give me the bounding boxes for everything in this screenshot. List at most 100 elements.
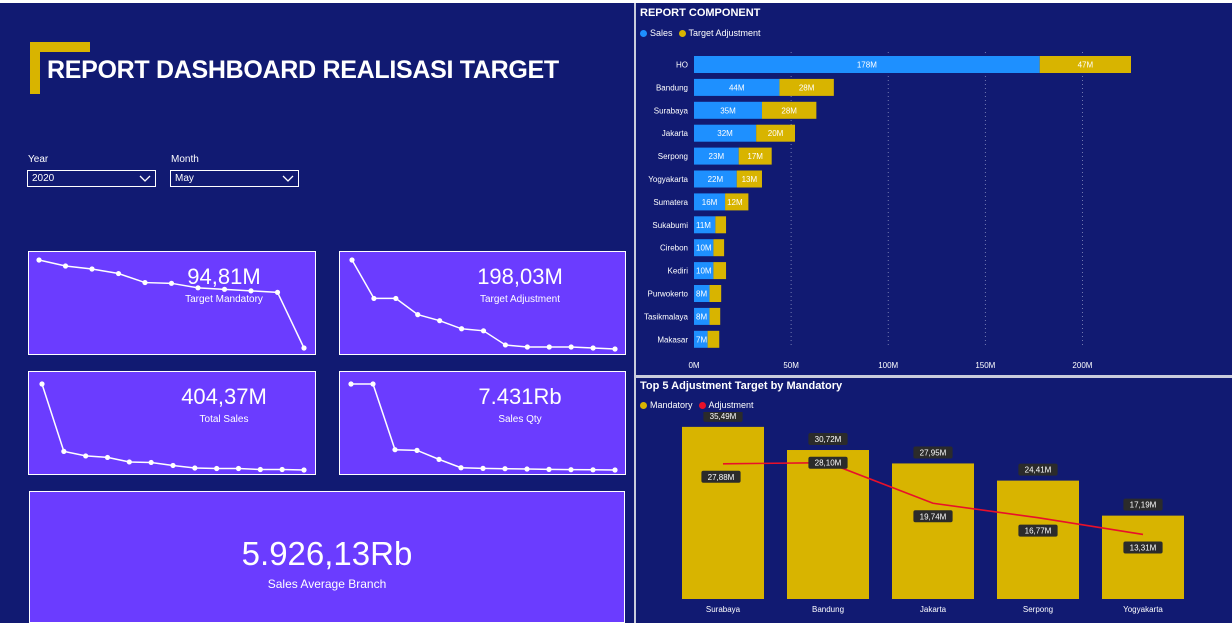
card-target-mandatory[interactable]: 94,81M Target Mandatory [28,251,316,355]
x-tick-label: 100M [878,361,898,370]
target-adjustment-bar [713,262,727,280]
legend-item-adjustment[interactable]: Adjustment [698,400,754,410]
x-tick-label: 50M [783,361,799,370]
sparkline-point [502,466,508,472]
sales-bar [694,216,716,234]
sparkline-point [349,257,355,263]
sparkline-point [195,285,201,291]
bar-data-label: 20M [768,129,784,138]
sparkline-point [546,344,552,350]
mandatory-data-label: 17,19M [1130,501,1157,510]
sales-bar [694,147,739,165]
sales-average-branch-value: 5.926,13Rb [241,535,413,572]
target-adjustment-bar [725,193,749,211]
mandatory-data-label: 30,72M [815,435,842,444]
adjustment-data-label-bg [913,510,953,523]
target-mandatory-sparkline [36,257,307,351]
sparkline-point [248,288,254,294]
target-adjustment-bar [736,170,762,188]
sparkline-point [546,466,552,472]
sparkline-point [480,465,486,471]
sparkline-point [192,465,198,471]
adjustment-data-label: 16,77M [1025,527,1052,536]
legend-item-target-adjustment[interactable]: Target Adjustment [678,28,761,38]
bar-data-label: 28M [799,83,815,92]
legend-dot-target-adjustment [678,29,686,37]
adjustment-data-label: 27,88M [708,473,735,482]
legend-label-sales: Sales [650,28,673,38]
category-label: Bandung [656,83,688,92]
adjustment-data-label: 28,10M [815,459,842,468]
chevron-down-icon [139,175,151,182]
sparkline-point [61,448,67,454]
x-tick-label: 0M [688,361,699,370]
bar-data-label: 12M [727,198,743,207]
sparkline-point [348,381,354,387]
target-adjustment-label: Target Adjustment [479,294,561,305]
year-filter-dropdown[interactable]: 2020 [27,170,156,187]
report-component-bar-chart: 0M 50M 100M 150M 200M HO 178M 47M Bandung 44M 28M S… [644,52,1131,370]
bar-data-label: 7M [696,335,707,344]
legend-label-mandatory: Mandatory [650,400,693,410]
category-label: Cirebon [660,244,688,253]
sparkline-point [370,381,376,387]
mandatory-bar [787,450,869,599]
sparkline-point [371,295,377,302]
sales-bar [694,101,762,119]
sales-bar [694,285,710,302]
target-mandatory-label: Target Mandatory [185,294,263,305]
legend-item-sales[interactable]: Sales [640,28,673,38]
sparkline-point [126,459,132,465]
sparkline-point [148,459,154,466]
sparkline-point [274,289,281,295]
sales-bar [694,124,757,142]
category-label: Surabaya [654,106,689,115]
top5-chart-legend: Mandatory Adjustment [640,400,760,410]
bar-data-label: 35M [720,106,736,115]
report-component-legend: Sales Target Adjustment [640,28,767,38]
target-adjustment-bar [779,78,834,96]
category-label: HO [676,61,688,70]
card-sales-qty[interactable]: 7.431Rb Sales Qty [339,371,626,475]
sales-average-branch-label: Sales Average Branch [267,577,387,591]
sales-bar [694,56,1040,73]
sparkline-point [89,266,95,272]
adjustment-data-label-bg [808,456,848,469]
total-sales-label: Total Sales [199,414,249,425]
legend-item-mandatory[interactable]: Mandatory [640,400,693,410]
month-filter-value: May [175,173,194,184]
dashboard-title: REPORT DASHBOARD REALISASI TARGET [47,56,559,84]
sales-bar [694,239,714,257]
category-label: Kediri [668,267,689,276]
sales-bar [694,78,780,96]
category-label: Makasar [657,335,688,344]
sparkline-point [170,462,176,469]
category-label: Tasikmalaya [644,312,689,321]
card-target-adjustment[interactable]: 198,03M Target Adjustment [339,251,626,355]
sales-bar [694,307,710,325]
legend-dot-mandatory [640,401,647,409]
sparkline-point [301,345,307,351]
bar-data-label: 178M [857,61,877,70]
adjustment-line [722,461,1144,536]
category-label: Jakarta [920,605,947,614]
target-adjustment-bar [738,147,772,165]
card-total-sales[interactable]: 404,37M Total Sales [28,371,316,475]
mandatory-data-label: 35,49M [710,412,737,421]
category-label: Sumatera [653,198,688,207]
card-sales-average-branch[interactable]: 5.926,13Rb Sales Average Branch [29,491,625,623]
sparkline-point [221,286,228,292]
legend-dot-adjustment [698,401,706,409]
target-adjustment-bar [761,101,817,119]
sparkline-point [36,257,42,263]
month-filter-dropdown[interactable]: May [170,170,299,187]
top5-chart-title: Top 5 Adjustment Target by Mandatory [640,380,843,392]
sales-qty-sparkline [348,381,618,473]
sparkline-point [568,467,574,473]
bar-data-label: 17M [747,152,763,161]
mandatory-data-label-bg [1123,498,1163,511]
title-accent-bracket [30,42,90,94]
total-sales-value: 404,37M [181,384,267,409]
sales-bar [694,193,726,211]
target-adjustment-bar [709,307,721,325]
